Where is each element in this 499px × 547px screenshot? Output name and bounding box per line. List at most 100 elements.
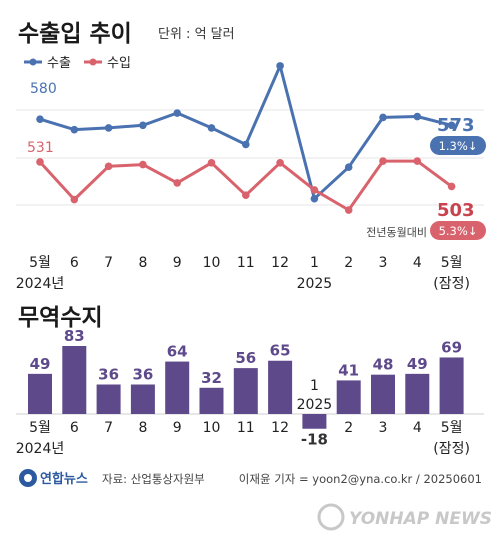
- legend-import-dot: [89, 58, 97, 66]
- export-point: [344, 163, 353, 172]
- bar: [130, 384, 155, 414]
- bar-value-label: 41: [338, 361, 359, 379]
- x-tick-label: 11: [237, 420, 255, 436]
- export-change-badge: 1.3%↓: [430, 136, 486, 155]
- export-point: [242, 140, 250, 149]
- x-tick-label: 3: [379, 420, 388, 436]
- import-point: [242, 191, 250, 199]
- bar: [336, 380, 361, 414]
- bar-value-label: 32: [201, 369, 222, 387]
- x-tick-label: 6: [70, 255, 79, 271]
- import-point: [139, 160, 147, 169]
- bar-value-label: 64: [167, 343, 188, 361]
- import-point: [310, 186, 319, 194]
- x-tick-label: 8: [138, 420, 147, 436]
- line-gridlines: [16, 109, 484, 206]
- import-last-label: 503: [437, 200, 475, 221]
- legend-export-label: 수출: [47, 56, 71, 71]
- x-tick-label: 5월: [441, 420, 463, 436]
- export-point: [36, 115, 44, 123]
- export-point: [173, 109, 181, 117]
- legend-export-dot: [29, 58, 37, 66]
- import-point: [207, 159, 216, 167]
- export-point: [139, 121, 147, 130]
- x-tick-sublabel: 2025: [297, 397, 333, 413]
- watermark-icon: [317, 503, 345, 531]
- x-tick-label: 3: [379, 255, 388, 271]
- export-first-label: 580: [30, 81, 57, 97]
- x-tick-label: 9: [173, 420, 182, 436]
- credit-text: 이재윤 기자 = yoon2@yna.co.kr / 20250601: [239, 472, 482, 486]
- import-point: [276, 159, 284, 167]
- bar-value-label: 48: [373, 356, 394, 374]
- x-tick-sublabel: (잠정): [433, 276, 470, 292]
- x-tick-label: 5월: [29, 420, 51, 436]
- bar-value-label: 49: [30, 355, 51, 373]
- x-tick-label: 7: [104, 255, 113, 271]
- bar-value-label: 56: [235, 349, 256, 367]
- unit-label: 단위 : 억 달러: [158, 27, 235, 42]
- export-last-label: 573: [437, 115, 475, 136]
- bar-value-label: -18: [301, 431, 328, 449]
- export-point: [104, 124, 113, 132]
- yonhap-logo: 연합뉴스: [19, 469, 88, 487]
- chart-title: 수출입 추이: [18, 21, 132, 47]
- x-tick-sublabel: 2024년: [16, 441, 65, 457]
- bar: [302, 414, 327, 429]
- bar-value-label: 83: [64, 327, 85, 345]
- x-tick-label: 8: [138, 255, 147, 271]
- export-change-text: 1.3%↓: [439, 139, 478, 153]
- x-tick-label: 4: [413, 420, 422, 436]
- x-tick-sublabel: 2024년: [16, 276, 65, 292]
- yonhap-logo-text: 연합뉴스: [40, 471, 88, 487]
- bar: [62, 346, 87, 414]
- bar-chart-title: 무역수지: [18, 305, 103, 331]
- x-tick-label: 2: [344, 420, 353, 436]
- x-tick-label: 10: [203, 255, 221, 271]
- x-tick-label: 5월: [441, 255, 463, 271]
- source-text: 자료: 산업통상자원부: [102, 472, 205, 486]
- series-line-import: [38, 159, 453, 212]
- import-change-badge: 5.3%↓: [430, 221, 486, 240]
- bar-value-label: 36: [132, 366, 153, 384]
- watermark: YONHAP NEWS: [317, 503, 492, 531]
- bar-x-axis-labels: 5월 2024년 6 7 8 9 10 11 12 1 2025 2 3 4 5월 (잠정): [16, 378, 470, 457]
- bar-value-label: 36: [98, 366, 119, 384]
- footer: 연합뉴스 자료: 산업통상자원부 이재윤 기자 = yoon2@yna.co.k…: [19, 469, 492, 531]
- export-point: [207, 124, 216, 132]
- x-tick-label: 9: [173, 255, 182, 271]
- import-point: [104, 162, 113, 171]
- import-point: [379, 157, 387, 165]
- bar: [233, 368, 258, 414]
- bar-value-label: 65: [270, 342, 291, 360]
- export-point: [276, 62, 284, 70]
- x-tick-label: 11: [237, 255, 255, 271]
- x-tick-label: 4: [413, 255, 422, 271]
- import-point: [70, 195, 79, 204]
- line-x-axis-labels: 5월 2024년 6 7 8 9 10 11 12 1 2025 2 3 4 5월 (잠정): [16, 255, 470, 292]
- x-tick-label: 7: [104, 420, 113, 436]
- export-point: [413, 112, 422, 121]
- bar: [371, 374, 395, 414]
- series-line-export: [39, 64, 452, 201]
- line-chart: [36, 62, 456, 214]
- import-point: [447, 182, 456, 191]
- watermark-text: YONHAP NEWS: [349, 509, 492, 529]
- bar: [199, 387, 224, 414]
- change-caption: 전년동월대비: [366, 226, 427, 239]
- export-point: [379, 113, 387, 122]
- legend-import-label: 수입: [107, 56, 131, 71]
- x-tick-label: 12: [271, 420, 289, 436]
- import-change-text: 5.3%↓: [439, 224, 478, 238]
- bar: [405, 373, 430, 414]
- bar-value-label: 49: [407, 355, 428, 373]
- x-tick-label: 12: [271, 255, 289, 271]
- bar: [439, 357, 464, 414]
- x-tick-sublabel: 2025: [297, 276, 333, 292]
- bar: [165, 361, 190, 414]
- x-tick-label: 1: [310, 255, 319, 271]
- x-tick-label: 5월: [29, 255, 51, 271]
- bar: [28, 373, 52, 414]
